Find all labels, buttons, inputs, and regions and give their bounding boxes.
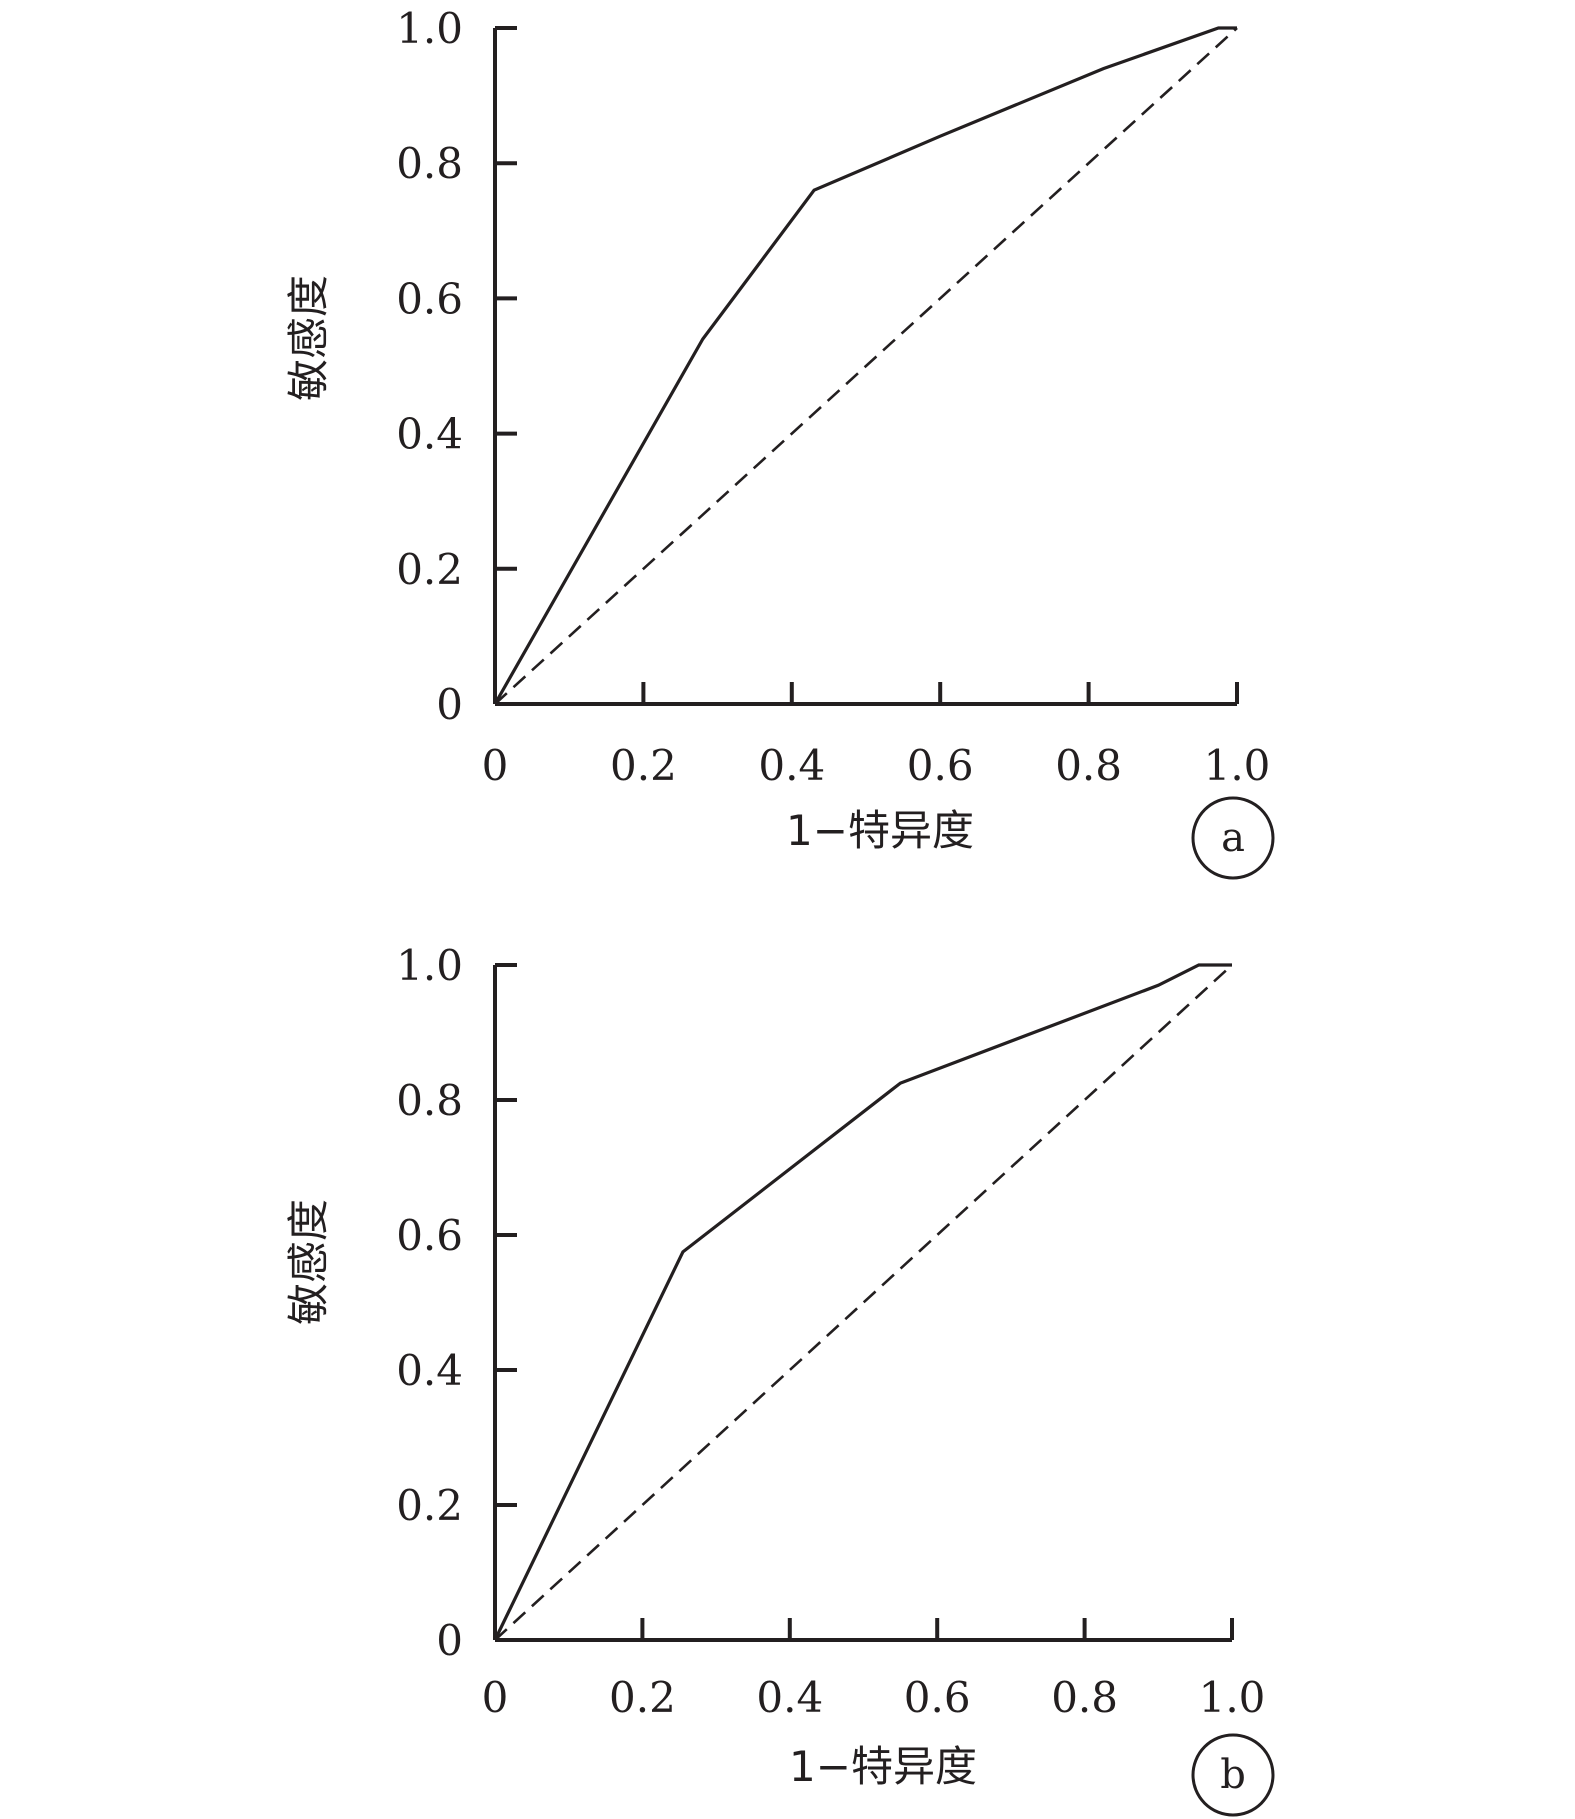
panel-badge-circle — [1191, 796, 1275, 880]
y-tick-label: 0.2 — [396, 545, 463, 594]
roc-curve-line — [493, 963, 1232, 1641]
panel-badge-circle — [1191, 1733, 1275, 1817]
x-tick-label: 0.2 — [610, 741, 677, 790]
panel-label: a — [1221, 815, 1245, 861]
x-tick-label: 0 — [482, 1673, 509, 1722]
x-tick-label: 0.8 — [1051, 1673, 1118, 1722]
y-tick-label: 0.4 — [396, 1346, 463, 1395]
reference-diagonal-line — [494, 27, 1238, 705]
y-tick-label: 0.8 — [396, 1076, 463, 1125]
y-tick-label: 0.4 — [396, 410, 463, 459]
x-tick-label: 0.4 — [756, 1673, 823, 1722]
roc-panel-a: 0 0.2 0.4 0.6 0.8 1.0 0 0.2 0.4 0.6 0.8 1.0 1−特异度 敏感度… — [284, 4, 1275, 880]
y-tick-label: 0.8 — [396, 139, 463, 188]
y-tick-label: 1.0 — [396, 4, 463, 53]
panel-label: b — [1220, 1752, 1246, 1798]
y-tick-label: 0.6 — [396, 274, 463, 323]
x-tick-label: 0.6 — [904, 1673, 971, 1722]
y-tick-label: 1.0 — [396, 941, 463, 990]
x-tick-label: 0 — [482, 741, 509, 790]
roc-panel-b: 0 0.2 0.4 0.6 0.8 1.0 0 0.2 0.4 0.6 0.8 1.0 1−特异度 敏感度… — [284, 941, 1275, 1817]
y-tick-label: 0.6 — [396, 1211, 463, 1260]
y-axis-title: 敏感度 — [284, 275, 333, 401]
y-tick-label: 0 — [436, 680, 463, 729]
roc-curve-line — [493, 26, 1237, 705]
y-tick-label: 0 — [436, 1616, 463, 1665]
x-axis-title: 1−特异度 — [789, 1742, 977, 1791]
x-tick-label: 0.6 — [907, 741, 974, 790]
x-tick-label: 0.4 — [758, 741, 825, 790]
x-tick-label: 0.2 — [609, 1673, 676, 1722]
y-tick-label: 0.2 — [396, 1481, 463, 1530]
reference-diagonal-line — [494, 964, 1233, 1641]
y-axis-title: 敏感度 — [284, 1199, 333, 1325]
x-tick-label: 1.0 — [1204, 741, 1271, 790]
x-tick-label: 1.0 — [1199, 1673, 1266, 1722]
panel-badge-a: a — [1191, 796, 1275, 880]
panel-badge-b: b — [1191, 1733, 1275, 1817]
x-axis-title: 1−特异度 — [786, 806, 974, 855]
x-tick-label: 0.8 — [1055, 741, 1122, 790]
